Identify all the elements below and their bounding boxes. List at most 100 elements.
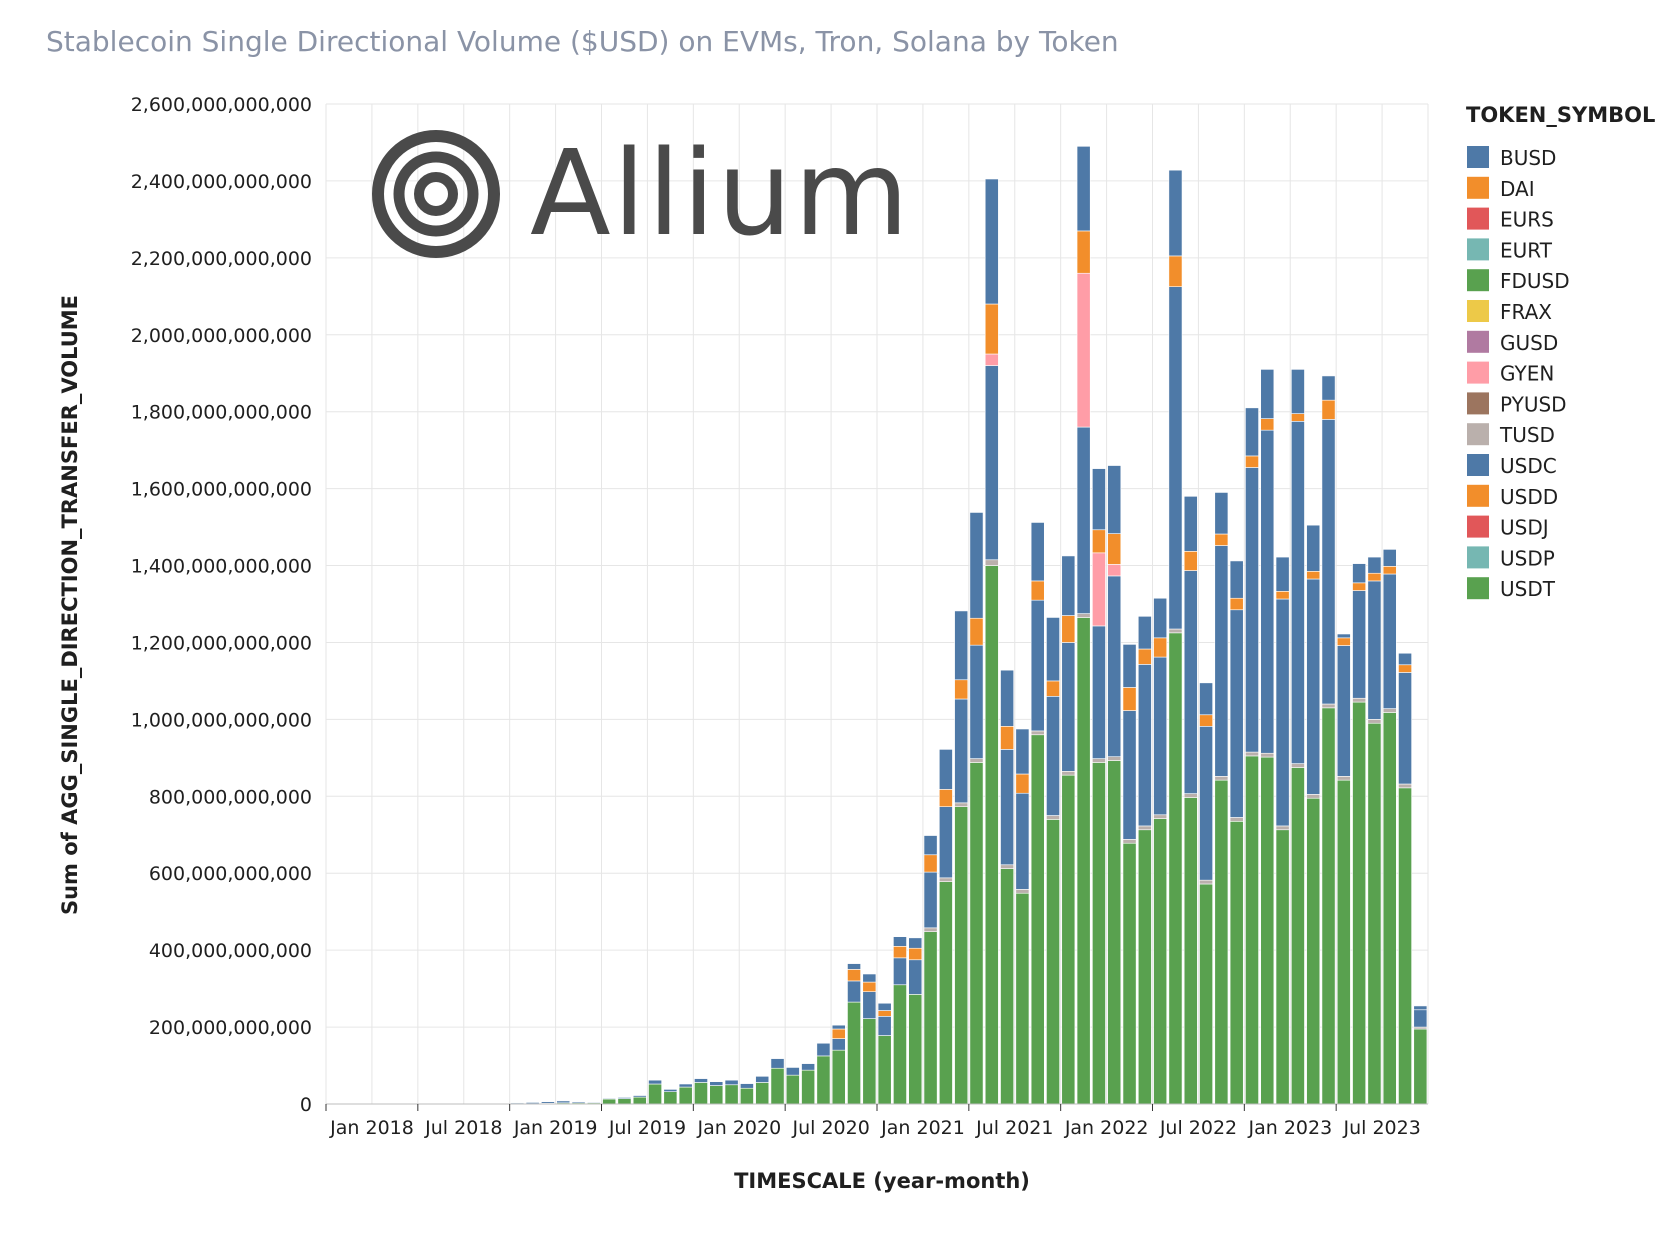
bar-2020-03	[724, 1079, 739, 1105]
bar-segment-dai	[862, 981, 877, 992]
bar-segment-usdt	[1321, 707, 1336, 1105]
bar-segment-gyen	[1092, 552, 1106, 627]
bar-segment-usdc	[1291, 421, 1305, 764]
bar-segment-usdc	[1275, 598, 1290, 827]
y-tick-label: 800,000,000,000	[149, 786, 312, 808]
bar-segment-dai	[1260, 418, 1275, 431]
legend-swatch-usdj	[1467, 515, 1489, 538]
bar-segment-usdt	[602, 1098, 617, 1105]
bar-segment-dai	[1137, 648, 1152, 665]
bar-2021-10	[1015, 728, 1030, 1105]
bar-segment-dai	[1168, 255, 1183, 287]
x-axis-title: TIMESCALE (year-month)	[734, 1169, 1030, 1193]
y-tick-label: 2,600,000,000,000	[131, 94, 312, 116]
bar-segment-usdt	[632, 1096, 647, 1105]
legend-swatch-gyen	[1467, 361, 1489, 384]
bar-segment-dai	[1398, 664, 1412, 673]
x-tick-label: Jul 2022	[1159, 1117, 1237, 1139]
bar-segment-usdt	[770, 1067, 785, 1105]
bar-segment-usdt	[755, 1082, 770, 1105]
bar-segment-dai	[1214, 533, 1229, 546]
legend-label-frax: FRAX	[1500, 300, 1552, 324]
legend-swatch-usdp	[1467, 546, 1489, 569]
bar-segment-tusd	[1000, 864, 1014, 869]
bar-segment-dai	[1229, 597, 1244, 611]
y-tick-label: 0	[300, 1094, 312, 1116]
bar-segment-tusd	[1183, 793, 1198, 798]
bar-segment-dai	[1153, 637, 1168, 658]
bar-segment-usdc	[1229, 609, 1244, 818]
bar-2022-11	[1214, 492, 1229, 1105]
bar-segment-usdc	[969, 644, 984, 759]
bar-segment-dai	[1092, 529, 1106, 554]
bar-segment-other	[847, 963, 861, 970]
bar-segment-other	[801, 1063, 816, 1071]
bar-segment-usdc	[1061, 642, 1076, 772]
bar-segment-gyen	[1076, 272, 1091, 428]
legend-label-usdj: USDJ	[1500, 516, 1549, 540]
bar-segment-dai	[938, 789, 953, 807]
bar-2022-03	[1092, 468, 1106, 1105]
bar-segment-other	[1291, 369, 1305, 414]
bar-2021-02	[893, 936, 907, 1105]
legend-swatch-tusd	[1467, 423, 1489, 446]
bar-segment-dai	[893, 946, 907, 959]
bar-segment-tusd	[1336, 776, 1351, 781]
bar-segment-usdt	[1015, 892, 1030, 1105]
x-tick-label: Jul 2023	[1343, 1117, 1421, 1139]
legend-swatch-fdusd	[1467, 269, 1489, 292]
bar-segment-usdc	[862, 991, 877, 1019]
bar-segment-usdc	[1092, 625, 1106, 759]
legend-label-tusd: TUSD	[1499, 423, 1555, 447]
bar-segment-other	[1229, 560, 1244, 599]
bar-2023-10	[1382, 549, 1397, 1105]
bar-2020-10	[831, 1024, 846, 1105]
bar-segment-usdt	[969, 762, 984, 1105]
bar-segment-usdc	[877, 1016, 892, 1036]
bar-segment-tusd	[1092, 758, 1106, 763]
bar-segment-other	[862, 973, 877, 983]
bar-segment-tusd	[1153, 814, 1168, 819]
bar-segment-tusd	[1382, 708, 1397, 713]
bar-segment-other	[541, 1101, 555, 1104]
bar-segment-other	[1260, 369, 1275, 419]
bar-segment-usdc	[893, 957, 907, 986]
bar-segment-other	[525, 1102, 540, 1104]
y-tick-label: 2,400,000,000,000	[131, 171, 312, 193]
bar-segment-tusd	[1245, 751, 1259, 757]
bar-segment-usdc	[954, 698, 969, 804]
bar-segment-usdt	[954, 806, 969, 1105]
bar-2021-04	[923, 835, 938, 1105]
legend-swatch-frax	[1467, 300, 1489, 322]
bar-segment-usdt	[831, 1049, 846, 1105]
bar-2023-04	[1291, 369, 1305, 1105]
y-axis: 0 200,000,000,000 400,000,000,000 600,000,0…	[131, 94, 312, 1116]
bar-segment-tusd	[1306, 794, 1321, 799]
bar-segment-tusd	[1199, 879, 1213, 885]
bar-segment-other	[1046, 617, 1060, 682]
bar-segment-usdt	[678, 1086, 693, 1105]
bar-segment-usdc	[1367, 580, 1382, 720]
bar-segment-other	[831, 1024, 846, 1030]
y-tick-label: 1,600,000,000,000	[131, 479, 312, 501]
bar-segment-usdt	[740, 1087, 754, 1105]
bar-segment-other	[969, 512, 984, 619]
bar-segment-usdc	[1306, 578, 1321, 795]
bar-segment-usdc	[1336, 645, 1351, 777]
bar-segment-other	[954, 610, 969, 681]
bar-segment-usdt	[663, 1091, 678, 1105]
bar-segment-usdt	[847, 1001, 861, 1105]
bar-segment-other	[709, 1081, 724, 1086]
legend-label-usdd: USDD	[1500, 485, 1558, 509]
bar-segment-other	[1306, 524, 1321, 572]
bar-segment-other	[785, 1067, 800, 1076]
bar-segment-usdc	[1137, 664, 1152, 827]
grid	[325, 103, 1429, 1105]
bar-2020-08	[801, 1063, 816, 1105]
bar-2020-04	[740, 1083, 754, 1105]
bar-segment-usdt	[893, 984, 907, 1105]
bar-segment-usdt	[1260, 756, 1275, 1105]
bar-segment-usdt	[724, 1084, 739, 1105]
bar-segment-other	[1107, 465, 1122, 534]
